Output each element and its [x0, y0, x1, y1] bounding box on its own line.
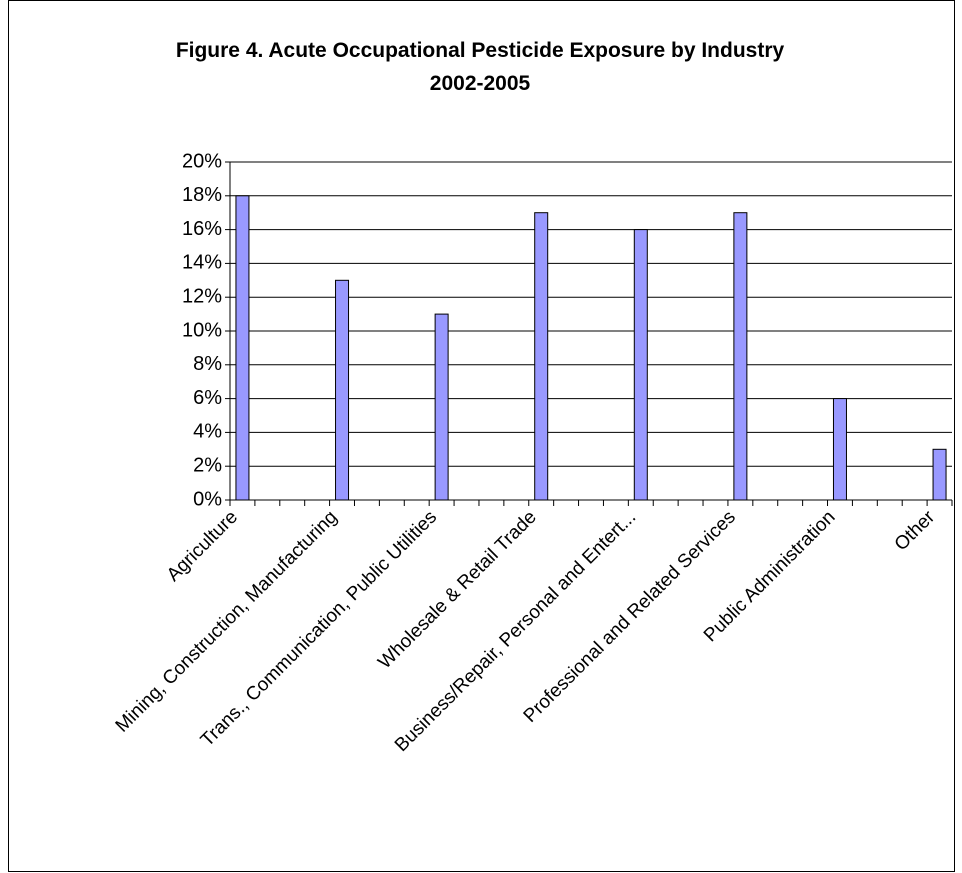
y-tick-label: 12%: [182, 285, 222, 307]
y-tick-label: 14%: [182, 252, 222, 274]
y-tick-label: 18%: [182, 184, 222, 206]
bar: [335, 279, 350, 501]
y-tick-label: 4%: [193, 421, 222, 443]
bar: [733, 212, 748, 501]
y-tick-label: 8%: [193, 353, 222, 375]
bar: [832, 398, 847, 501]
bar: [235, 195, 250, 501]
bar: [932, 448, 947, 501]
y-tick-label: 10%: [182, 319, 222, 341]
chart-border: [8, 0, 955, 872]
bar: [633, 229, 648, 501]
y-tick-label: 2%: [193, 454, 222, 476]
y-tick-label: 16%: [182, 218, 222, 240]
bar: [534, 212, 549, 501]
chart-title: Figure 4. Acute Occupational Pesticide E…: [176, 39, 785, 62]
y-tick-label: 20%: [182, 150, 222, 172]
y-tick-label: 0%: [193, 488, 222, 510]
bar: [434, 313, 449, 501]
y-tick-label: 6%: [193, 387, 222, 409]
chart-title: 2002-2005: [430, 72, 531, 95]
